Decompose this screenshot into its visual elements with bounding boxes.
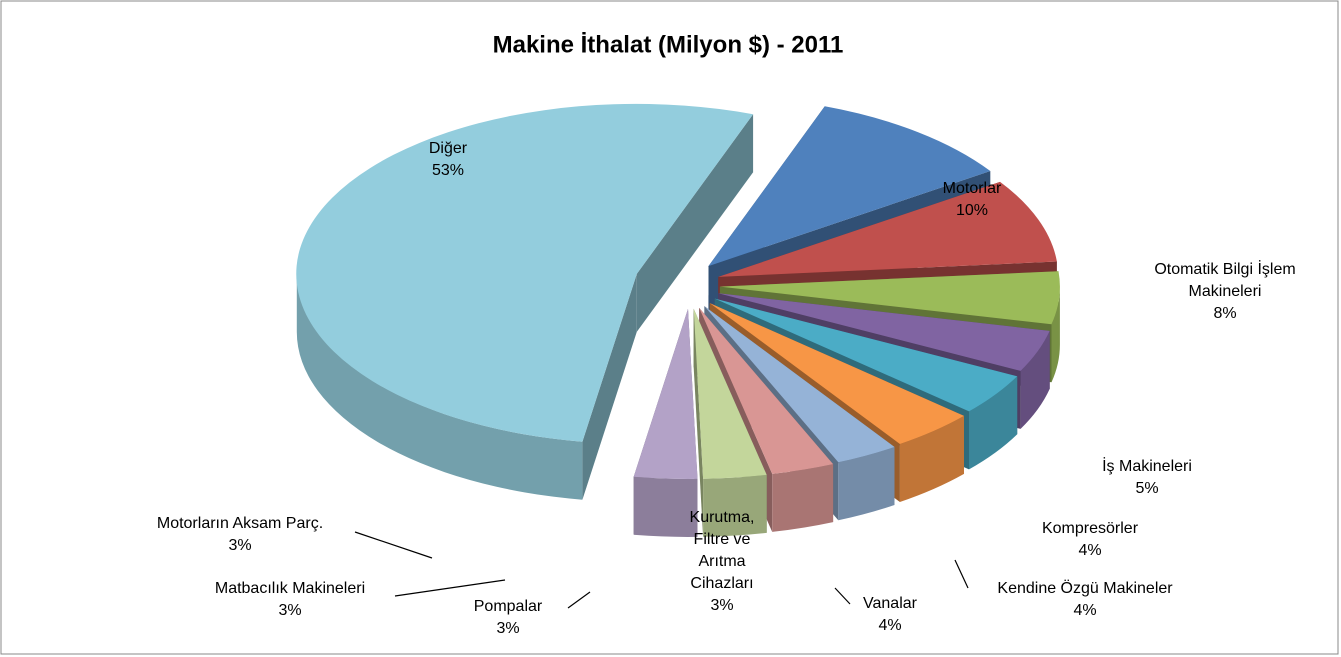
slice-top xyxy=(714,298,1018,412)
slice-top xyxy=(719,271,1060,325)
slice-top xyxy=(693,308,767,479)
slice-wall xyxy=(838,447,895,521)
slice xyxy=(296,103,754,500)
slice-side xyxy=(693,308,704,537)
data-label-value: 4% xyxy=(878,617,901,634)
slice-wall xyxy=(969,376,1018,470)
slice-side xyxy=(636,114,754,332)
slice-wall xyxy=(1020,330,1050,429)
slice-top xyxy=(718,181,1057,277)
slice-wall xyxy=(1051,286,1060,383)
data-label-value: 10% xyxy=(956,202,988,219)
slice-wall xyxy=(899,415,964,502)
data-label-value: 53% xyxy=(432,162,464,179)
leader-line xyxy=(567,591,591,609)
data-label-value: 4% xyxy=(1073,602,1096,619)
slice-top xyxy=(718,293,1050,371)
leader-line xyxy=(954,559,969,589)
slice-top xyxy=(633,308,698,479)
data-label-value: 4% xyxy=(1078,542,1101,559)
slice-top xyxy=(704,306,895,463)
slice-wall xyxy=(772,464,834,532)
slice-wall xyxy=(703,474,767,537)
chart-title: Makine İthalat (Milyon $) - 2011 xyxy=(493,31,844,58)
data-label-name: Kurutma, Filtre ve Arıtma Cihazları xyxy=(690,509,755,592)
leader-line xyxy=(834,587,851,605)
data-label-value: 3% xyxy=(710,597,733,614)
data-label-name: Pompalar xyxy=(474,598,543,615)
slice-top xyxy=(296,103,754,442)
slice-top xyxy=(699,307,834,474)
data-label-value: 5% xyxy=(1135,480,1158,497)
leader-line xyxy=(354,531,433,559)
slice-wall xyxy=(633,476,698,537)
slice-side xyxy=(582,273,637,500)
slice-top xyxy=(708,106,991,267)
data-label-value: 3% xyxy=(496,620,519,637)
data-label-name: Kendine Özgü Makineler xyxy=(997,579,1173,597)
data-label-name: Kompresörler xyxy=(1042,520,1139,537)
data-label-name: Vanalar xyxy=(863,595,918,612)
data-label-name: Motorlar xyxy=(943,180,1002,197)
data-label-name: Otomatik Bilgi İşlem Makineleri xyxy=(1154,259,1295,300)
data-label-name: İş Makineleri xyxy=(1102,456,1192,475)
leader-line xyxy=(394,579,506,597)
slice-top xyxy=(709,303,964,444)
slice-wall xyxy=(296,273,583,500)
slice xyxy=(633,308,698,537)
data-label-value: 3% xyxy=(228,537,251,554)
data-label-value: 3% xyxy=(278,602,301,619)
data-label-name: Matbacılık Makineleri xyxy=(215,580,365,597)
data-label-value: 8% xyxy=(1213,305,1236,322)
data-label-name: Motorların Aksam Parç. xyxy=(157,515,323,532)
slice xyxy=(693,308,767,537)
data-label-name: Diğer xyxy=(429,140,468,157)
